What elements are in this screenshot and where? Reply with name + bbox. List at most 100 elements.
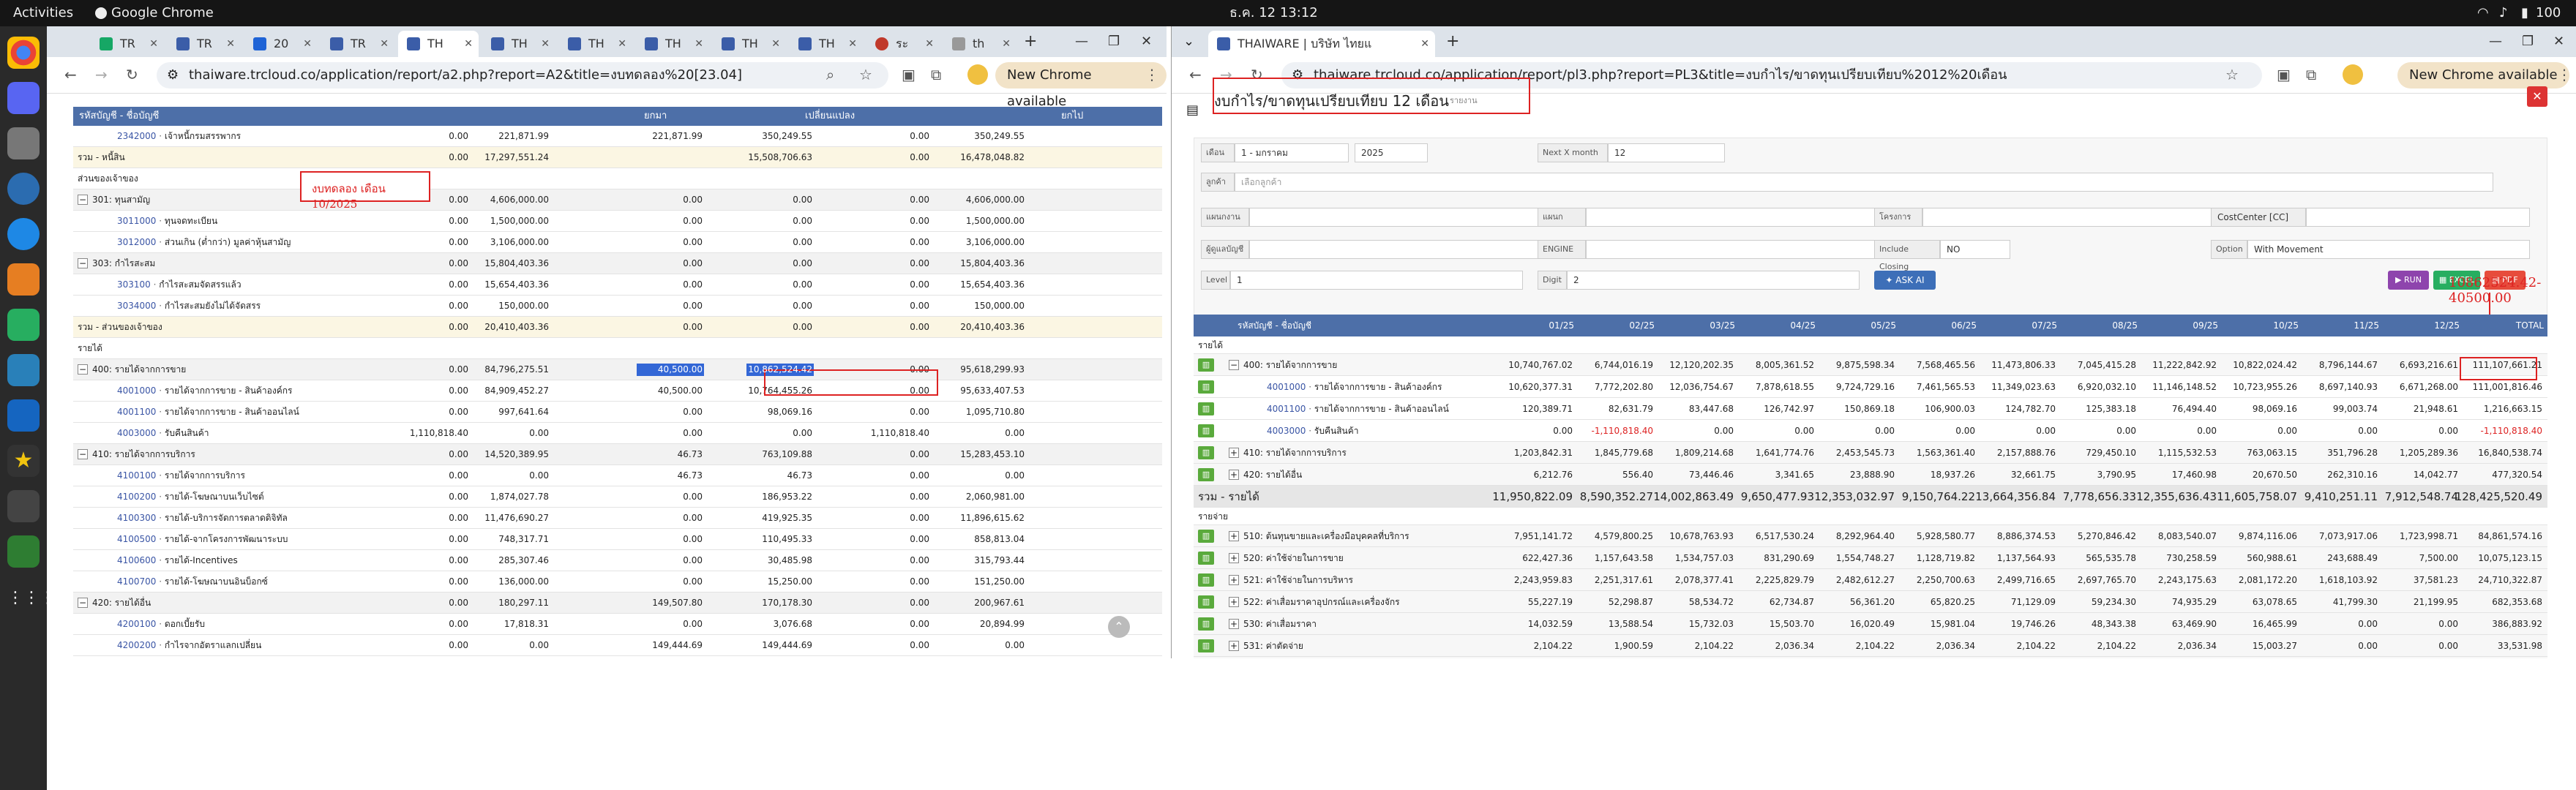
drilldown-chart-icon[interactable]: ▥ [1198,639,1214,652]
option-select[interactable]: With Movement [2247,240,2530,259]
show-apps-icon[interactable]: ⋮⋮⋮ [7,582,56,614]
collapse-toggle-icon[interactable]: − [78,449,88,459]
trash-icon[interactable] [7,535,40,568]
drilldown-chart-icon[interactable]: ▥ [1198,358,1214,372]
account-code[interactable]: 4100600 [117,555,157,565]
account-name[interactable]: 3034000 · กำไรสะสมยังไม่ได้จัดสรร [117,296,261,317]
account-name[interactable]: 4003000 · รับคืนสินค้า [117,423,209,444]
account-name[interactable]: 4003000 · รับคืนสินค้า [1267,420,1359,442]
close-icon[interactable]: ✕ [303,38,312,50]
zoom-icon[interactable]: ⌕ [826,66,835,83]
tab-8[interactable]: TH ✕ [636,31,709,57]
tab-search-icon[interactable]: ⌄ [1183,34,1195,49]
tab-7[interactable]: TH ✕ [559,31,632,57]
account-name[interactable]: 303100 · กำไรสะสมจัดสรรแล้ว [117,274,242,296]
close-icon[interactable]: ✕ [541,38,550,50]
collapse-toggle-icon[interactable]: − [78,364,88,375]
account-name[interactable]: 4100300 · รายได้-บริการจัดการตลาดดิจิทัล [117,508,288,529]
expand-icon[interactable]: + [1229,619,1239,629]
drilldown-chart-icon[interactable]: ▥ [1198,468,1214,481]
drilldown-chart-icon[interactable]: ▥ [1198,617,1214,631]
account-code[interactable]: 4001100 [1267,404,1306,414]
expand-icon[interactable]: + [1229,553,1239,563]
tab-11[interactable]: ระ ✕ [866,31,940,57]
activities-button[interactable]: Activities [13,5,74,20]
account-code[interactable]: 3034000 [117,301,157,311]
account-name[interactable]: 2342000 · เจ้าหนี้กรมสรรพากร [117,126,241,147]
account-name[interactable]: 3011000 · ทุนจดทะเบียน [117,211,217,232]
close-icon[interactable]: ✕ [694,38,703,50]
drilldown-chart-icon[interactable]: ▥ [1198,573,1214,587]
address-bar[interactable]: ⚙ thaiware.trcloud.co/application/report… [157,62,888,89]
clock[interactable]: ธ.ค. 12 13:12 [1229,5,1318,20]
writer-icon[interactable] [7,354,40,386]
close-icon[interactable]: ✕ [848,38,857,50]
close-icon[interactable]: ✕ [149,38,158,50]
reload-icon[interactable]: ↻ [1251,66,1263,83]
account-code[interactable]: 4001000 [1267,382,1306,392]
run-button[interactable]: ▶ RUN [2388,271,2429,290]
close-icon[interactable]: ✕ [1002,38,1011,50]
collapse-icon[interactable]: − [1229,360,1239,370]
close-icon[interactable]: ✕ [771,38,780,50]
account-name[interactable]: 4100500 · รายได้-จากโครงการพัฒนาระบบ [117,529,288,550]
account-code[interactable]: 4100300 [117,513,157,523]
chrome-icon[interactable] [7,37,40,69]
close-report-button[interactable]: ✕ [2527,86,2547,107]
scroll-top-button[interactable]: ⌃ [1108,616,1130,638]
expand-icon[interactable]: + [1229,641,1239,651]
drilldown-chart-icon[interactable]: ▥ [1198,595,1214,609]
tab-3[interactable]: 20 ✕ [244,31,318,57]
close-icon[interactable]: ✕ [380,38,389,50]
minimize-button[interactable]: — [1075,34,1088,49]
include-closing-select[interactable]: NO [1940,240,2010,259]
account-code[interactable]: 4200200 [117,640,157,650]
extension-icon[interactable]: ▣ [2277,66,2291,83]
minimize-button[interactable]: — [2489,34,2502,49]
edge-icon[interactable] [7,173,40,205]
menu-kebab-icon[interactable]: ⋮ [2557,66,2572,83]
account-name[interactable]: 4001000 · รายได้จากการขาย - สินค้าองค์กร [117,380,292,402]
account-name[interactable]: 4100700 · รายได้-โฆษณาบนอินบ็อกซ์ [117,571,268,592]
collapse-toggle-icon[interactable]: − [78,258,88,268]
drilldown-chart-icon[interactable]: ▥ [1198,424,1214,437]
branch-select[interactable] [1586,208,1882,227]
account-name[interactable]: 4200200 · กำไรจากอัตราแลกเปลี่ยน [117,635,261,656]
account-name[interactable]: 4100600 · รายได้-Incentives [117,550,238,571]
person-select[interactable] [1249,240,1545,259]
discord-icon[interactable] [7,82,40,114]
menu-kebab-icon[interactable]: ⋮ [1145,66,1159,83]
costcenter-select[interactable]: CostCenter [CC] [2211,208,2306,227]
browser-icon[interactable] [7,218,40,250]
customer-select[interactable]: เลือกลูกค้า [1235,173,2493,192]
star-icon[interactable]: ★ [7,445,40,477]
document-viewer-icon[interactable] [7,263,40,296]
extensions-puzzle-icon[interactable]: ⧉ [2306,66,2317,83]
digit-select[interactable]: 2 [1567,271,1860,290]
new-tab-button[interactable]: + [1024,32,1038,50]
profile-avatar[interactable] [2343,64,2363,85]
next-month-input[interactable]: 12 [1608,143,1725,162]
project-select[interactable] [1922,208,2218,227]
files-icon[interactable] [7,127,40,159]
bookmark-star-icon[interactable]: ☆ [2225,66,2239,83]
account-name[interactable]: 4100200 · รายได้-โฆษณาบนเว็บไซต์ [117,486,264,508]
forward-icon[interactable]: → [1220,66,1232,83]
account-code[interactable]: 4003000 [117,428,157,438]
new-tab-button[interactable]: + [1446,32,1460,50]
account-name[interactable]: 4001000 · รายได้จากการขาย - สินค้าองค์กร [1267,376,1442,398]
profile-avatar[interactable] [967,64,988,85]
ask-ai-button[interactable]: ✦ ASK AI [1874,271,1936,290]
account-code[interactable]: 4003000 [1267,426,1306,436]
close-window-button[interactable]: ✕ [2553,34,2565,49]
tab-2[interactable]: TR ✕ [168,31,241,57]
expand-icon[interactable]: + [1229,597,1239,607]
tab-6[interactable]: TH ✕ [482,31,555,57]
account-name[interactable]: 4100100 · รายได้จากการบริการ [117,465,245,486]
month-select[interactable]: 1 - มกราคม [1235,143,1349,162]
account-code[interactable]: 2342000 [117,131,157,141]
drilldown-chart-icon[interactable]: ▥ [1198,380,1214,394]
expand-icon[interactable]: + [1229,575,1239,585]
close-icon[interactable]: ✕ [226,38,235,50]
drilldown-chart-icon[interactable]: ▥ [1198,402,1214,415]
